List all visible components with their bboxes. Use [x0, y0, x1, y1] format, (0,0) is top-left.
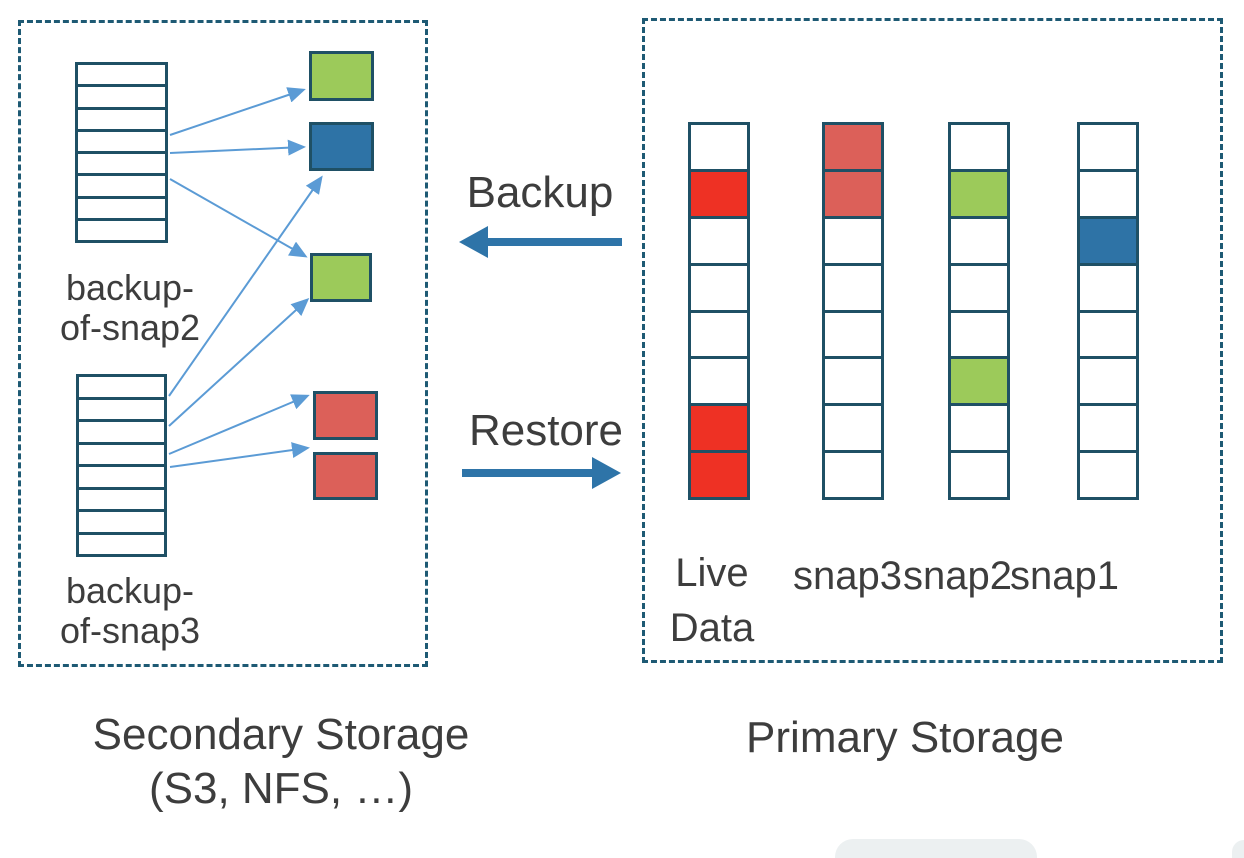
restore-label: Restore	[468, 406, 624, 455]
snap3-label: snap3	[793, 554, 902, 598]
column-snap1	[1077, 122, 1139, 500]
backup-of-snap2-stack	[75, 62, 168, 243]
empty-cell	[825, 450, 881, 497]
empty-cell	[691, 125, 747, 169]
stack-cell	[78, 195, 165, 218]
red-cell	[691, 403, 747, 451]
empty-cell	[691, 215, 747, 263]
secondary-storage-title: Secondary Storage (S3, NFS, …)	[31, 708, 531, 816]
green-chunk-block	[309, 51, 374, 101]
live-data-label: Live Data	[662, 546, 762, 656]
title-line: (S3, NFS, …)	[148, 764, 414, 813]
empty-cell	[825, 309, 881, 357]
stack-cell	[79, 531, 164, 555]
stack-cell	[79, 441, 164, 465]
empty-cell	[1080, 168, 1136, 216]
label-line: backup-	[65, 570, 195, 611]
stack-cell	[79, 419, 164, 442]
blue-chunk-block	[309, 122, 374, 171]
empty-cell	[951, 125, 1007, 169]
empty-cell	[825, 262, 881, 310]
salmon-chunk-block	[313, 452, 378, 500]
empty-cell	[1080, 403, 1136, 451]
backup-of-snap3-label: backup-of-snap3	[40, 571, 220, 651]
empty-cell	[825, 215, 881, 263]
snap2-label: snap2	[903, 554, 1012, 598]
title-line: Secondary Storage	[92, 710, 470, 759]
restore-arrow	[462, 457, 621, 489]
stack-cell	[79, 464, 164, 487]
stack-cell	[78, 65, 165, 84]
empty-cell	[951, 215, 1007, 263]
empty-cell	[951, 309, 1007, 357]
stack-cell	[78, 151, 165, 173]
label-line: of-snap3	[59, 610, 201, 651]
stack-cell	[79, 396, 164, 420]
bottom-corner-bump	[1232, 840, 1244, 858]
empty-cell	[691, 309, 747, 357]
green-cell	[951, 356, 1007, 404]
empty-cell	[825, 403, 881, 451]
primary-storage-box	[642, 18, 1223, 663]
empty-cell	[951, 262, 1007, 310]
column-snap2	[948, 122, 1010, 500]
empty-cell	[1080, 125, 1136, 169]
label-line: backup-	[65, 267, 195, 308]
empty-cell	[1080, 450, 1136, 497]
snap1-label: snap1	[1010, 554, 1119, 598]
backup-of-snap3-stack	[76, 374, 167, 557]
stack-cell	[78, 84, 165, 106]
stack-cell	[79, 509, 164, 532]
backup-arrow	[459, 226, 622, 258]
stack-cell	[78, 128, 165, 151]
stack-cell	[79, 377, 164, 397]
salmon-chunk-block	[313, 391, 378, 440]
salmon-cell	[825, 125, 881, 169]
empty-cell	[691, 356, 747, 404]
secondary-storage-box	[18, 20, 428, 667]
stack-cell	[78, 173, 165, 195]
label-line: Live	[675, 551, 749, 595]
backup-label: Backup	[466, 168, 614, 217]
stack-cell	[79, 486, 164, 510]
stack-cell	[78, 217, 165, 240]
empty-cell	[1080, 356, 1136, 404]
stack-cell	[78, 106, 165, 129]
backup-of-snap2-label: backup-of-snap2	[40, 268, 220, 348]
empty-cell	[1080, 262, 1136, 310]
salmon-cell	[825, 168, 881, 216]
red-cell	[691, 168, 747, 216]
bottom-toolbar-bump	[835, 839, 1037, 858]
empty-cell	[951, 403, 1007, 451]
label-line: Data	[669, 606, 755, 650]
green-chunk-block	[310, 253, 372, 302]
green-cell	[951, 168, 1007, 216]
empty-cell	[691, 262, 747, 310]
label-line: of-snap2	[59, 307, 201, 348]
empty-cell	[1080, 309, 1136, 357]
column-snap3	[822, 122, 884, 500]
empty-cell	[951, 450, 1007, 497]
primary-storage-title: Primary Storage	[746, 713, 1064, 762]
empty-cell	[825, 356, 881, 404]
blue-cell	[1080, 215, 1136, 263]
red-cell	[691, 450, 747, 497]
column-live-data	[688, 122, 750, 500]
